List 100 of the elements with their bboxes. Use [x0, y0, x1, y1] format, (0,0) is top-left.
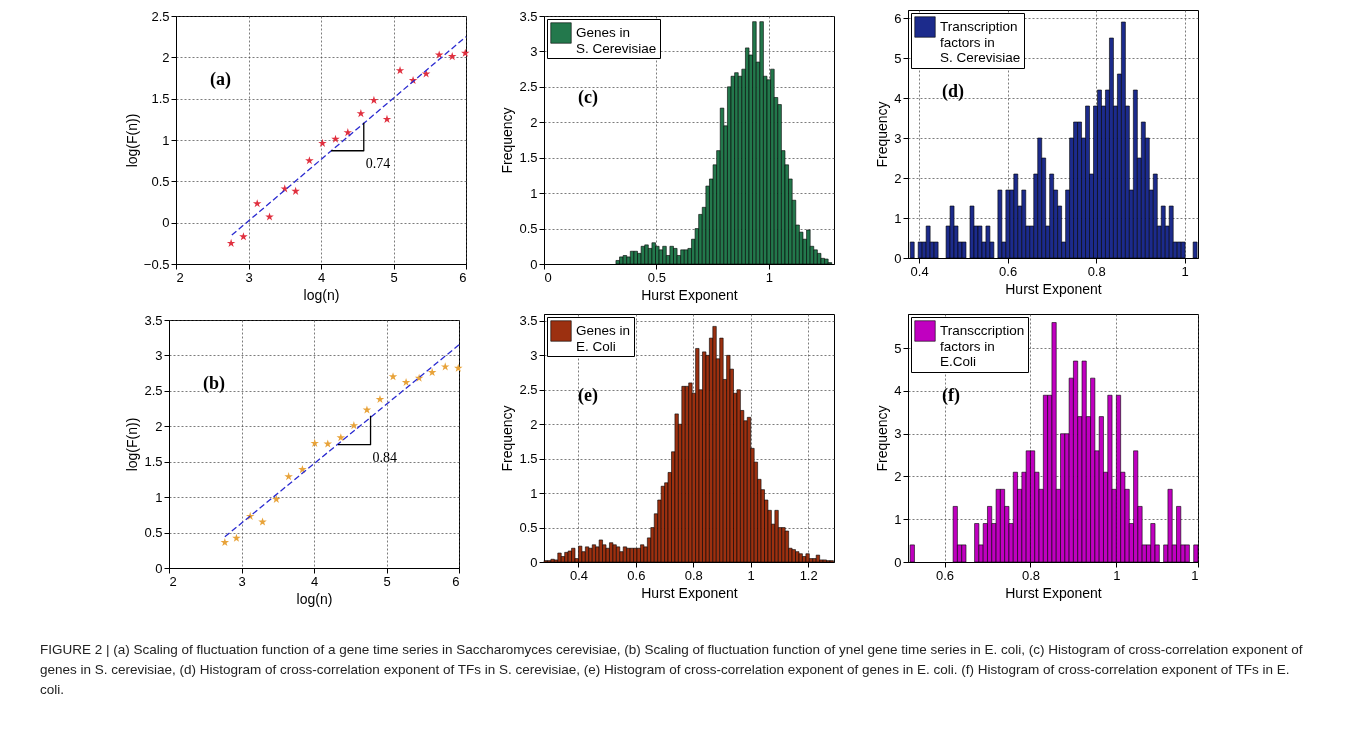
x-tick-label: 3 — [238, 573, 246, 589]
point — [395, 66, 405, 75]
x-tick-label: 0.8 — [684, 567, 703, 583]
point — [226, 238, 236, 247]
y-tick-label: 2.5 — [519, 382, 538, 398]
y-tick-label: 2 — [162, 49, 170, 65]
y-tick-label: 1 — [894, 210, 902, 226]
y-tick-label: 0.5 — [519, 221, 538, 237]
x-axis-title: Hurst Exponent — [641, 286, 738, 303]
annotation: (f) — [942, 384, 960, 406]
x-tick-label: 0.6 — [935, 567, 955, 583]
point — [220, 538, 230, 547]
y-axis-title: Frequency — [874, 405, 891, 472]
point — [291, 186, 300, 195]
legend-label: Genes in S. Cerevisiae — [576, 25, 657, 56]
point — [382, 114, 392, 123]
point — [349, 421, 359, 430]
y-tick-label: 0.5 — [144, 525, 163, 541]
x-axis-title: log(n) — [303, 286, 340, 303]
y-tick-label: 0.5 — [151, 173, 170, 189]
x-tick-label: 5 — [390, 269, 398, 285]
point — [375, 394, 385, 403]
point — [284, 472, 293, 481]
caption: FIGURE 2 | (a) Scaling of fluctuation function of a gene time series in Saccharomyces cerevisiae, (b) Scaling of fluctuation function of ynel gene time series in E. coli, (c) Histogram of cross-correlation exponent of genes in S. cerevisiae, (d) Histogram of cross-correlation exponent of TFs in S. cerevisiae, (e) Histogram of cross-correlation exponent of genes in E. coli. (f) Histogram of cross-correlation exponent of TFs in E. coli. — [40, 641, 1304, 699]
y-tick-label: 0 — [894, 250, 902, 266]
x-axis-title: Hurst Exponent — [1005, 280, 1102, 297]
x-tick-label: 1 — [1191, 567, 1199, 583]
y-tick-label: 1.5 — [519, 451, 538, 467]
x-tick-label: 4 — [317, 269, 326, 285]
y-tick-label: 2.5 — [519, 79, 538, 95]
y-tick-label: 4 — [894, 90, 902, 106]
y-tick-label: 1 — [530, 485, 538, 501]
x-axis-title: Hurst Exponent — [641, 584, 738, 601]
y-axis-title: log(F(n)) — [123, 113, 140, 168]
annotation: (a) — [210, 69, 231, 91]
y-tick-label: 3.5 — [519, 313, 538, 329]
point — [434, 50, 444, 59]
x-tick-label: 1 — [1113, 567, 1121, 583]
x-tick-label: 1 — [765, 269, 773, 285]
point — [305, 156, 314, 165]
point — [461, 48, 470, 57]
y-tick-label: 2.5 — [151, 8, 170, 24]
x-tick-label: 0.4 — [569, 567, 588, 583]
y-tick-label: 1 — [530, 185, 538, 201]
point — [369, 95, 379, 104]
y-tick-label: 0.5 — [519, 520, 538, 536]
y-tick-label: 1.5 — [519, 150, 538, 166]
x-tick-label: 1 — [747, 567, 755, 583]
point — [427, 367, 437, 377]
y-tick-label: 2 — [530, 114, 538, 130]
y-axis-title: Frequency — [499, 405, 516, 472]
point — [343, 128, 353, 137]
x-tick-label: 1 — [1181, 263, 1189, 279]
y-tick-label: 2.5 — [144, 383, 163, 399]
point — [362, 405, 372, 414]
y-tick-label: 0 — [530, 554, 538, 570]
point — [265, 212, 274, 221]
y-tick-label: 2 — [894, 468, 902, 484]
y-tick-label: 3 — [530, 347, 538, 363]
y-tick-label: 5 — [894, 50, 902, 66]
legend-label: Transccription factors in E.Coli — [940, 323, 1025, 369]
point — [388, 372, 398, 381]
legend-label: Transcription factors in S. Cerevisiae — [940, 19, 1021, 65]
x-tick-label: 0.4 — [910, 263, 929, 279]
point — [440, 362, 450, 371]
point — [252, 199, 262, 208]
point — [401, 377, 411, 386]
point — [331, 134, 340, 143]
y-axis-title: Frequency — [874, 101, 891, 168]
y-tick-label: 2 — [530, 416, 538, 432]
point — [454, 363, 463, 372]
x-tick-label: 4 — [310, 573, 319, 589]
annotation: (c) — [578, 86, 598, 108]
y-tick-label: 4 — [894, 383, 902, 399]
y-tick-label: 1.5 — [144, 454, 163, 470]
y-tick-label: 3 — [155, 347, 163, 363]
point — [356, 109, 366, 118]
x-tick-label: 1.2 — [799, 567, 818, 583]
x-tick-label: 0.6 — [627, 567, 646, 583]
annotation: 0.74 — [365, 155, 391, 171]
point — [318, 138, 327, 147]
x-tick-label: 0.6 — [999, 263, 1018, 279]
x-tick-label: 3 — [245, 269, 253, 285]
y-tick-label: 1 — [155, 489, 163, 505]
point — [421, 69, 431, 78]
y-tick-label: 5 — [894, 340, 902, 356]
y-tick-label: 1 — [894, 511, 902, 527]
y-tick-label: 6 — [894, 10, 902, 26]
annotation: (e) — [578, 384, 598, 406]
y-axis-title: log(F(n)) — [124, 417, 141, 472]
legend-label: Genes in E. Coli — [576, 323, 631, 354]
point — [310, 438, 319, 447]
y-tick-label: 3 — [530, 43, 538, 59]
point — [323, 439, 333, 448]
y-tick-label: 2 — [155, 418, 163, 434]
y-tick-label: 2 — [894, 170, 902, 186]
point — [336, 433, 346, 442]
y-tick-label: 0 — [894, 554, 902, 570]
y-tick-label: 3.5 — [144, 312, 163, 328]
y-tick-label: 3.5 — [519, 8, 538, 24]
